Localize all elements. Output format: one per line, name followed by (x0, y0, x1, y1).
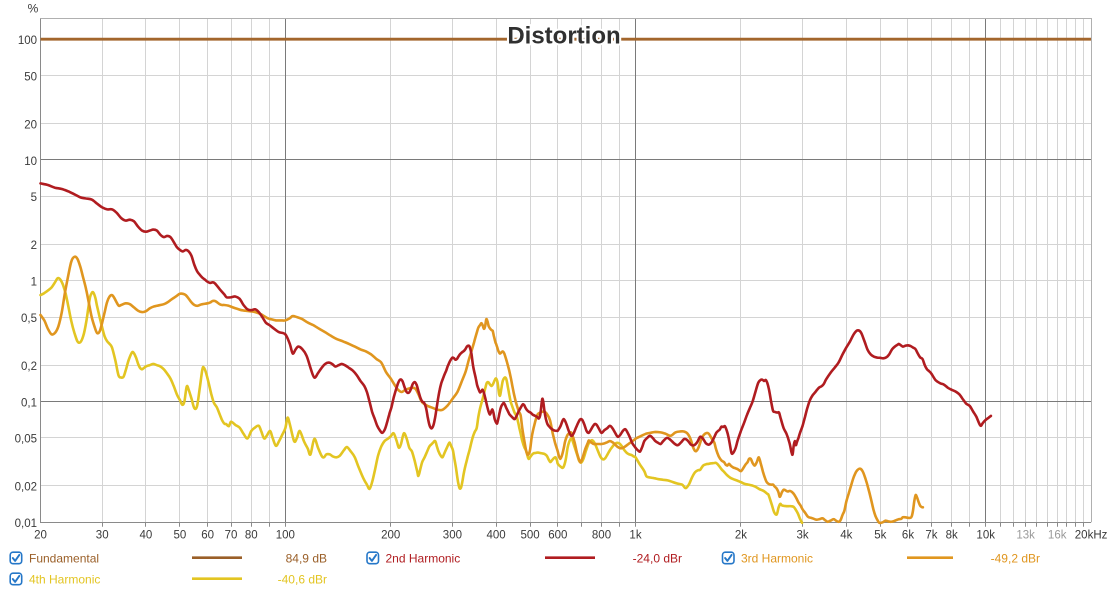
svg-text:600: 600 (548, 530, 567, 542)
svg-text:400: 400 (487, 530, 506, 542)
svg-text:1: 1 (31, 277, 37, 289)
svg-text:Distortion: Distortion (507, 23, 620, 50)
svg-text:4th Harmonic: 4th Harmonic (29, 573, 100, 587)
svg-text:1k: 1k (629, 530, 641, 542)
svg-text:0,1: 0,1 (21, 397, 37, 409)
svg-text:0,05: 0,05 (15, 434, 37, 446)
svg-text:7k: 7k (925, 530, 937, 542)
svg-text:16k: 16k (1048, 530, 1067, 542)
svg-text:0,02: 0,02 (15, 482, 37, 494)
svg-text:100: 100 (276, 530, 295, 542)
svg-text:4k: 4k (840, 530, 852, 542)
svg-text:300: 300 (443, 530, 462, 542)
svg-text:40: 40 (140, 530, 153, 542)
svg-text:80: 80 (245, 530, 258, 542)
svg-text:20: 20 (24, 119, 37, 131)
svg-text:10: 10 (24, 156, 37, 168)
svg-text:2nd Harmonic: 2nd Harmonic (386, 552, 461, 566)
svg-text:8k: 8k (946, 530, 958, 542)
svg-text:30: 30 (96, 530, 109, 542)
svg-text:50: 50 (24, 71, 37, 83)
svg-text:20: 20 (34, 530, 47, 542)
svg-text:5: 5 (31, 192, 37, 204)
svg-text:6k: 6k (902, 530, 914, 542)
svg-text:3rd Harmonic: 3rd Harmonic (741, 552, 813, 566)
svg-text:800: 800 (592, 530, 611, 542)
svg-text:2k: 2k (735, 530, 747, 542)
svg-text:%: % (28, 2, 39, 16)
svg-text:Fundamental: Fundamental (29, 552, 99, 566)
svg-text:50: 50 (174, 530, 187, 542)
svg-text:-24,0 dBr: -24,0 dBr (633, 552, 682, 566)
svg-text:-40,6 dBr: -40,6 dBr (278, 573, 327, 587)
svg-text:0,5: 0,5 (21, 313, 37, 325)
svg-text:-49,2 dBr: -49,2 dBr (991, 552, 1040, 566)
svg-text:20kHz: 20kHz (1075, 530, 1108, 542)
svg-text:84,9 dB: 84,9 dB (286, 552, 327, 566)
svg-text:0,2: 0,2 (21, 361, 37, 373)
svg-text:500: 500 (521, 530, 540, 542)
svg-text:5k: 5k (874, 530, 886, 542)
svg-text:2: 2 (31, 240, 37, 252)
svg-text:10k: 10k (976, 530, 995, 542)
svg-text:100: 100 (18, 35, 37, 47)
svg-text:3k: 3k (797, 530, 809, 542)
svg-text:200: 200 (381, 530, 400, 542)
svg-text:60: 60 (201, 530, 214, 542)
svg-text:70: 70 (225, 530, 238, 542)
svg-text:0,01: 0,01 (15, 518, 37, 530)
svg-text:13k: 13k (1016, 530, 1035, 542)
